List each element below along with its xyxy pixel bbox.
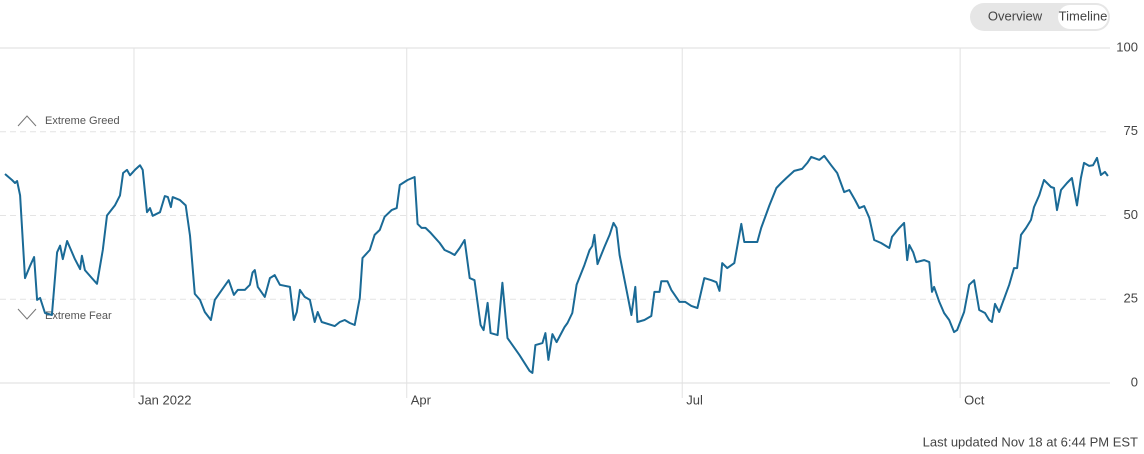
annotation: Extreme Fear	[45, 310, 112, 322]
down-chevron	[17, 308, 37, 320]
y-tick-label: 0	[1131, 374, 1138, 389]
overview-button[interactable]: Overview	[988, 8, 1043, 23]
footer-note: Last updated Nov 18 at 6:44 PM EST	[923, 434, 1138, 449]
timeline-button[interactable]: Timeline	[1059, 8, 1108, 23]
line	[4, 154, 1109, 374]
x-tick-label: Oct	[964, 392, 985, 407]
up-chevron	[17, 115, 37, 127]
x-tick-label: Apr	[411, 392, 432, 407]
annotation: Extreme Greed	[45, 115, 120, 127]
y-tick-label: 25	[1124, 291, 1138, 306]
toggle-active	[1058, 5, 1108, 29]
x-tick-label: Jul	[686, 392, 703, 407]
y-tick-label: 50	[1124, 207, 1138, 222]
y-tick-label: 75	[1124, 123, 1138, 138]
x-tick-label: Jan 2022	[138, 392, 192, 407]
y-tick-label: 100	[1116, 39, 1138, 54]
